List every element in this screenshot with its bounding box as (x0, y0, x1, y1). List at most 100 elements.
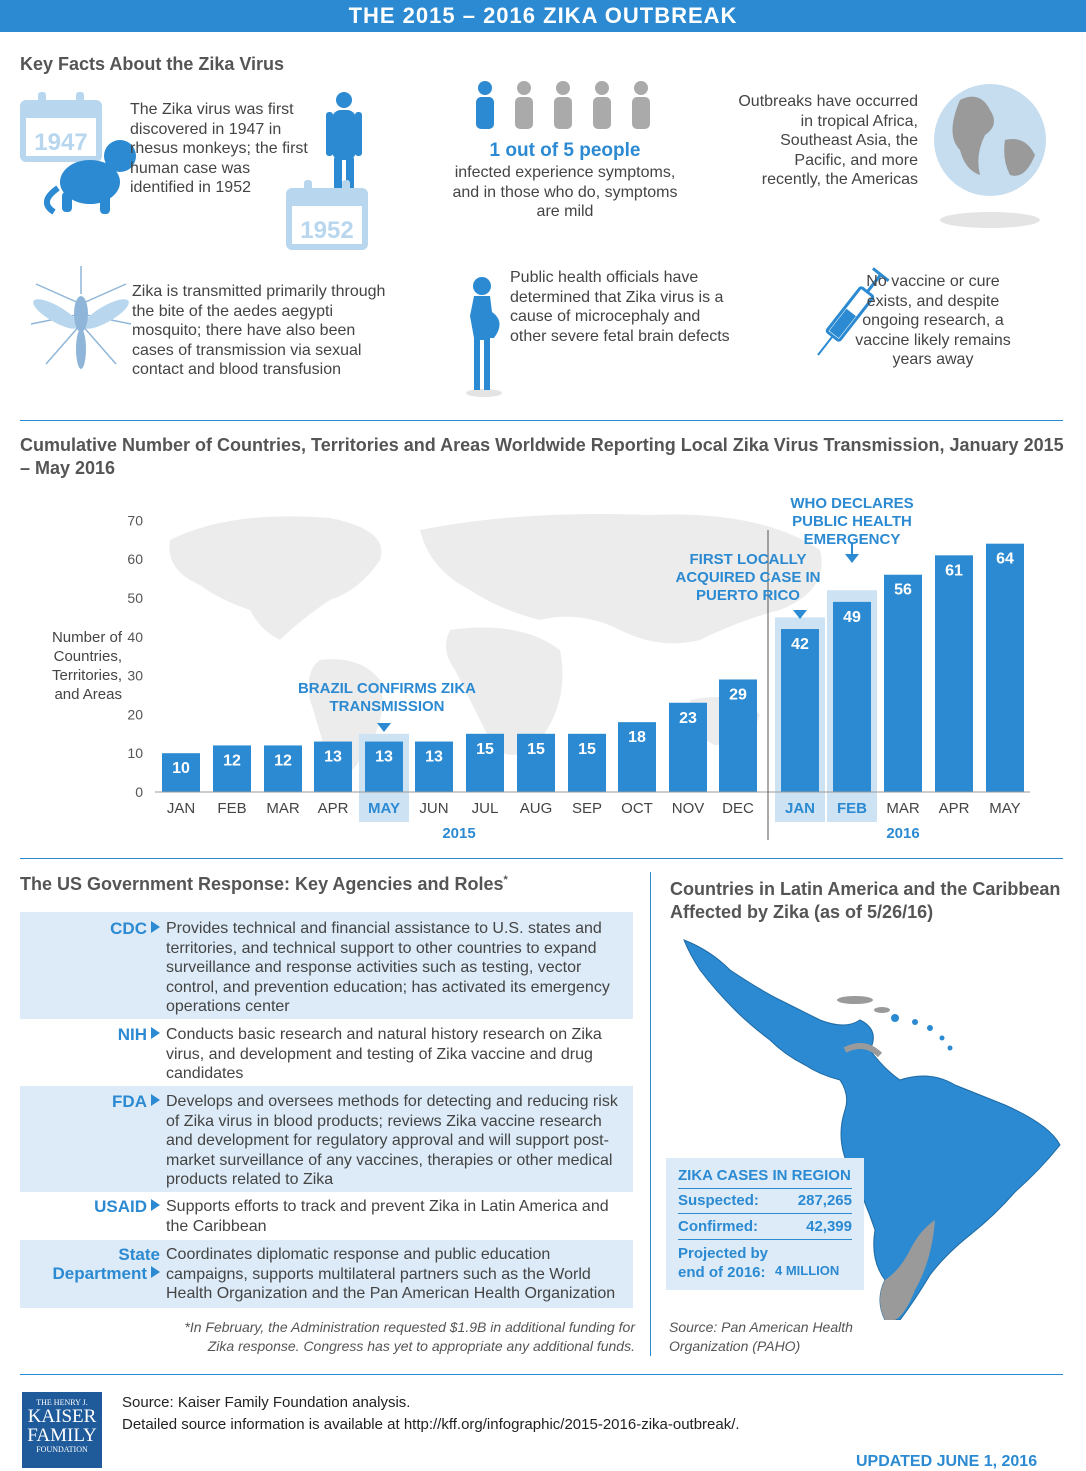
agency-row-fda: FDA Develops and oversees methods for de… (20, 1086, 633, 1192)
agency-row-usaid: USAID Supports efforts to track and prev… (20, 1192, 633, 1240)
x-tick-label: NOV (672, 800, 705, 817)
annotation-text: PUBLIC HEALTH (792, 513, 912, 530)
calendar-1947-icon: 1947 (20, 92, 102, 162)
us-response-heading: The US Government Response: Key Agencies… (20, 874, 508, 894)
mosquito-icon (30, 266, 132, 369)
person-icon (593, 81, 611, 129)
bar (568, 733, 606, 792)
bar (833, 601, 871, 792)
chart-title: Cumulative Number of Countries, Territor… (20, 435, 1064, 478)
section-divider (20, 1374, 1063, 1375)
bar (213, 745, 251, 792)
microcephaly-fact: Public health officials have determined … (510, 269, 730, 345)
key-facts-heading: Key Facts About the Zika Virus (20, 54, 285, 74)
x-tick-label: JUN (419, 800, 448, 817)
person-icon (515, 81, 533, 129)
bar-value-label: 12 (223, 752, 241, 769)
latin-america-map (683, 939, 1061, 1320)
bar-value-label: 15 (578, 741, 596, 758)
zika-bar-chart: 0 10 20 30 40 50 60 70 10 JAN 12 FEB 12 MAR 13 APR 13 MAY… (127, 495, 1030, 842)
year-1947-label: 1947 (34, 129, 87, 156)
agency-name: FDA (20, 1092, 160, 1111)
annotation-arrow-icon (377, 723, 391, 732)
bar (365, 741, 403, 792)
calendar-1952-icon: 1952 (286, 180, 368, 250)
year-label-2016: 2016 (886, 825, 919, 842)
annotation-text: FIRST LOCALLY (690, 551, 807, 568)
funding-footnote: *In February, the Administration request… (184, 1319, 635, 1354)
bar (935, 555, 973, 792)
monkey-icon (44, 140, 136, 215)
bar-value-label: 61 (945, 562, 963, 579)
y-tick-label: 60 (127, 551, 143, 567)
agency-name: State Department (52, 1245, 160, 1283)
suspected-row: Suspected: 287,265 (678, 1192, 852, 1214)
person-icon (632, 81, 650, 129)
bar (884, 574, 922, 792)
x-tick-label: MAY (368, 800, 400, 817)
y-tick-label: 20 (127, 706, 143, 722)
footer-detail: Detailed source information is available… (122, 1416, 740, 1433)
annotation-text: ACQUIRED CASE IN (675, 569, 820, 586)
annotation-arrow-icon (793, 610, 807, 619)
agency-name: NIH (20, 1025, 160, 1044)
bar (415, 741, 453, 792)
bar-value-label: 12 (274, 752, 292, 769)
agency-row-nih: NIH Conducts basic research and natural … (20, 1019, 633, 1086)
x-tick-label: MAY (989, 800, 1020, 817)
bar (314, 741, 352, 792)
bar (162, 753, 200, 792)
y-tick-label: 10 (127, 745, 143, 761)
x-tick-label: DEC (722, 800, 754, 817)
x-tick-label: APR (939, 800, 970, 817)
x-tick-label: JAN (785, 800, 815, 817)
y-tick-label: 70 (127, 512, 143, 528)
agency-description: Provides technical and financial assista… (166, 920, 610, 1015)
person-highlighted-icon (476, 81, 494, 129)
transmission-fact: Zika is transmitted primarily through th… (132, 283, 386, 378)
projected-value: 4 MILLION (775, 1263, 840, 1278)
bar (719, 679, 757, 792)
syringe-icon (817, 267, 890, 356)
paho-source: Source: Pan American Health Organization… (669, 1319, 853, 1354)
agency-description: Supports efforts to track and prevent Zi… (166, 1198, 609, 1235)
pregnant-woman-icon (466, 277, 502, 397)
bar-value-label: 15 (476, 741, 494, 758)
vaccine-fact: No vaccine or cure exists, and despite o… (855, 273, 1011, 368)
zika-cases-box: ZIKA CASES IN REGION Suspected: 287,265 … (666, 1158, 864, 1290)
updated-date: UPDATED JUNE 1, 2016 (856, 1453, 1038, 1470)
agency-row-state-department: State Department Coordinates diplomatic … (20, 1240, 633, 1308)
agency-description: Develops and oversees methods for detect… (166, 1093, 618, 1188)
x-tick-label: FEB (217, 800, 246, 817)
section-divider (20, 420, 1063, 421)
annotation-text: BRAZIL CONFIRMS ZIKA (298, 680, 476, 697)
x-tick-label: OCT (621, 800, 653, 817)
bar-value-label: 64 (996, 551, 1014, 568)
arrow-right-icon (151, 1027, 160, 1039)
discovery-illustration: 1947 1952 (20, 92, 368, 250)
x-tick-label: FEB (837, 800, 867, 817)
bar (781, 629, 819, 792)
bar-value-label: 29 (729, 686, 747, 703)
bar-value-label: 13 (375, 749, 393, 766)
x-tick-label: MAR (886, 800, 920, 817)
agency-row-cdc: CDC Provides technical and financial ass… (20, 912, 633, 1019)
latin-america-heading: Countries in Latin America and the Carib… (670, 879, 1061, 922)
bar-value-label: 15 (527, 741, 545, 758)
bar (669, 702, 707, 792)
y-tick-label: 50 (127, 590, 143, 606)
column-divider (650, 872, 651, 1356)
bar (466, 733, 504, 792)
page-banner: THE 2015 – 2016 ZIKA OUTBREAK (0, 0, 1086, 32)
confirmed-row: Confirmed: 42,399 (678, 1218, 852, 1240)
globe-icon (934, 84, 1046, 228)
y-tick-label: 0 (135, 784, 143, 800)
annotation-arrow-icon (845, 554, 859, 563)
x-tick-label: SEP (572, 800, 602, 817)
footer-source: Source: Kaiser Family Foundation analysi… (122, 1394, 411, 1411)
annotation-text: TRANSMISSION (329, 698, 444, 715)
bar (517, 733, 555, 792)
bar (264, 745, 302, 792)
agency-description: Conducts basic research and natural hist… (166, 1026, 602, 1082)
y-tick-label: 40 (127, 629, 143, 645)
